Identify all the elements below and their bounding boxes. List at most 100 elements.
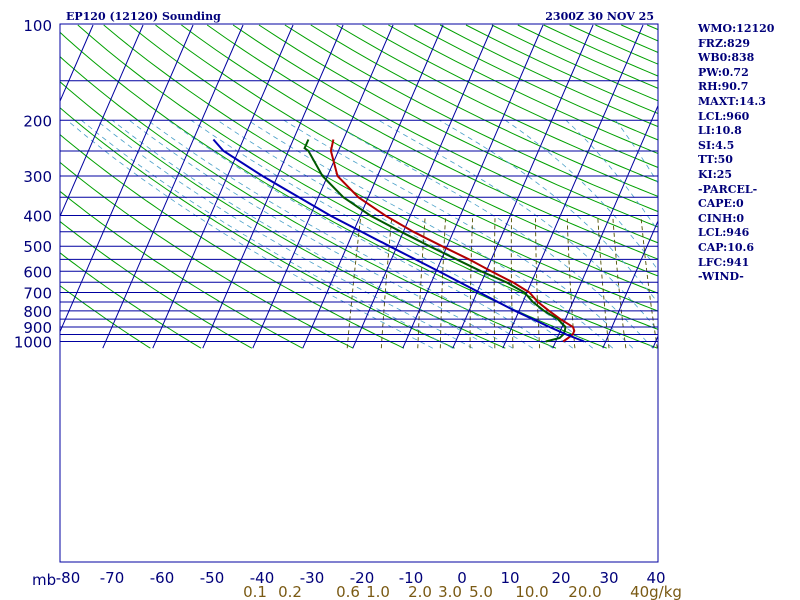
isotherm bbox=[352, 24, 494, 349]
temperature-tick-label: -10 bbox=[399, 569, 424, 587]
stat-line: SI:4.5 bbox=[698, 138, 735, 152]
dry-adiabat bbox=[206, 24, 658, 260]
dry-adiabat bbox=[284, 24, 658, 213]
dry-adiabat bbox=[60, 56, 557, 349]
dry-adiabat bbox=[181, 24, 658, 277]
stat-line: KI:25 bbox=[698, 167, 733, 181]
mixing-ratio-tick-label: 20.0 bbox=[568, 583, 601, 600]
dry-adiabat bbox=[103, 24, 658, 330]
moist-adiabat bbox=[283, 119, 634, 349]
mixing-ratio-line bbox=[493, 215, 496, 349]
dry-adiabat bbox=[232, 24, 658, 244]
isotherm bbox=[302, 24, 444, 349]
chart-title: EP120 (12120) Sounding bbox=[66, 10, 221, 23]
isotherm bbox=[60, 24, 194, 333]
pressure-tick-label: 100 bbox=[23, 17, 52, 35]
temperature-tick-label: -50 bbox=[200, 569, 225, 587]
isotherm bbox=[152, 24, 294, 349]
pressure-tick-label: 300 bbox=[23, 168, 52, 186]
mixing-ratio-tick-label: 3.0 bbox=[438, 583, 462, 600]
dry-adiabat bbox=[258, 24, 658, 228]
stats-panel: WMO:12120 FRZ:829 WB0:838 PW:0.72 RH:90.7 MAX… bbox=[698, 22, 798, 285]
background-lines bbox=[60, 24, 658, 349]
mixing-ratio-tick-label: 5.0 bbox=[469, 583, 493, 600]
mixing-ratio-line bbox=[417, 215, 426, 349]
isotherm bbox=[202, 24, 344, 349]
mixing-ratio-tick-label: 0.1 bbox=[243, 583, 267, 600]
dry-adiabat bbox=[77, 24, 658, 349]
stat-line: LI:10.8 bbox=[698, 124, 742, 138]
moist-adiabat bbox=[378, 119, 658, 332]
temperature-tick-label: 20 bbox=[551, 569, 570, 587]
pressure-tick-label: 900 bbox=[23, 319, 52, 337]
dry-adiabat bbox=[310, 24, 658, 198]
plot-frame bbox=[59, 23, 659, 563]
stat-line: LCL:960 bbox=[698, 109, 750, 123]
moist-adiabat bbox=[112, 119, 493, 349]
dry-adiabat bbox=[60, 285, 151, 349]
stat-line: CAP:10.6 bbox=[698, 240, 755, 254]
dry-adiabat bbox=[60, 161, 354, 349]
stat-line: TT:50 bbox=[698, 153, 733, 167]
chart-datetime: 2300Z 30 NOV 25 bbox=[545, 10, 654, 23]
pressure-tick-label: 800 bbox=[23, 303, 52, 321]
temperature-tick-label: -70 bbox=[100, 569, 125, 587]
dewpoint-line bbox=[303, 139, 567, 343]
temperature-tick-label: -40 bbox=[250, 569, 275, 587]
moist-adiabat bbox=[326, 119, 654, 349]
stat-line: LFC:941 bbox=[698, 255, 750, 269]
moist-adiabat bbox=[129, 119, 513, 349]
isotherm bbox=[102, 24, 244, 349]
dry-adiabat bbox=[129, 24, 658, 312]
isotherm bbox=[602, 219, 658, 349]
isotherm bbox=[60, 24, 144, 218]
pressure-tick-label: 1000 bbox=[14, 334, 52, 352]
pressure-tick-label: 500 bbox=[23, 238, 52, 256]
stat-line: WB0:838 bbox=[698, 51, 755, 65]
dry-adiabat bbox=[60, 81, 506, 349]
pressure-tick-label: 700 bbox=[23, 285, 52, 303]
stat-line: LCL:946 bbox=[698, 226, 750, 240]
isotherm bbox=[452, 24, 594, 349]
temperature-tick-label: -60 bbox=[150, 569, 175, 587]
dry-adiabat bbox=[336, 24, 658, 183]
mixing-ratio-tick-label: 10.0 bbox=[515, 583, 548, 600]
mixing-ratio-line bbox=[469, 215, 474, 349]
moist-adiabat bbox=[96, 119, 473, 349]
dry-adiabat bbox=[60, 31, 607, 349]
mixing-ratio-line bbox=[640, 215, 658, 349]
moist-adiabat bbox=[439, 119, 658, 304]
stat-line: -PARCEL- bbox=[698, 182, 758, 196]
stat-line: CAPE:0 bbox=[698, 197, 744, 211]
pressure-tick-label: 400 bbox=[23, 208, 52, 226]
dry-adiabat bbox=[60, 134, 405, 349]
mixing-ratio-tick-label: 1.0 bbox=[366, 583, 390, 600]
mixing-ratio-tick-label: 0.2 bbox=[278, 583, 302, 600]
stat-line: CINH:0 bbox=[698, 211, 745, 225]
pressure-tick-label: 200 bbox=[23, 112, 52, 130]
dry-adiabat bbox=[362, 24, 658, 169]
temperature-line bbox=[329, 139, 576, 343]
mixing-ratio-line bbox=[510, 215, 514, 349]
stat-line: PW:0.72 bbox=[698, 65, 749, 79]
mixing-ratio-line bbox=[612, 215, 627, 349]
mixing-ratio-tick-label: 2.0 bbox=[408, 583, 432, 600]
pressure-tick-label: 600 bbox=[23, 263, 52, 281]
stat-line: MAXT:14.3 bbox=[698, 94, 766, 108]
moist-adiabat bbox=[565, 120, 658, 232]
moist-adiabat bbox=[81, 119, 453, 349]
mixing-ratio-tick-label: 0.6 bbox=[336, 583, 360, 600]
mixing-ratio-tick-label: 40g/kg bbox=[630, 583, 682, 600]
isotherm bbox=[402, 24, 544, 349]
temperature-tick-label: -30 bbox=[300, 569, 325, 587]
dry-adiabat bbox=[60, 252, 202, 349]
mixing-ratio-line bbox=[535, 215, 541, 349]
parcel-line bbox=[212, 138, 585, 343]
temperature-tick-label: -20 bbox=[350, 569, 375, 587]
pressure-unit-label: mb bbox=[32, 571, 56, 589]
stat-line: FRZ:829 bbox=[698, 36, 751, 50]
sounding-series bbox=[212, 138, 585, 343]
temperature-tick-label: 40 bbox=[646, 569, 665, 587]
isotherm bbox=[252, 24, 394, 349]
